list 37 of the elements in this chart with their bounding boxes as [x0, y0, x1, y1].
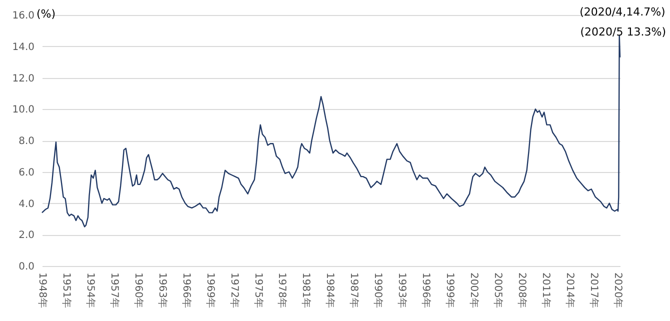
x-tick-label: 1975年 — [252, 272, 264, 308]
x-tick-label: 1972年 — [228, 272, 240, 308]
x-tick-label: 2014年 — [564, 272, 576, 308]
x-tick-label: 1966年 — [180, 272, 192, 308]
x-tick-label: 1957年 — [108, 272, 120, 308]
y-tick-label: 16.0 — [12, 10, 34, 22]
x-tick-label: 1960年 — [132, 272, 144, 308]
x-tick-label: 2008年 — [516, 272, 528, 308]
x-tick-label: 1999年 — [444, 272, 456, 308]
x-tick-label: 2011年 — [540, 272, 552, 308]
y-tick-label: 0.0 — [18, 262, 34, 272]
x-tick-label: 2005年 — [492, 272, 504, 308]
annotation: (2020/5 13.3%) — [580, 25, 666, 38]
y-tick-label: 6.0 — [18, 167, 34, 178]
y-tick-label: 10.0 — [12, 104, 34, 116]
x-tick-label: 1978年 — [276, 272, 288, 308]
x-tick-label: 1969年 — [204, 272, 216, 308]
x-tick-label: 1984年 — [324, 272, 336, 308]
x-tick-label: 1996年 — [420, 272, 432, 308]
y-tick-label: 14.0 — [12, 42, 34, 53]
x-tick-label: 1954年 — [84, 272, 96, 308]
y-tick-label: 2.0 — [18, 230, 34, 242]
x-tick-label: 2002年 — [468, 272, 480, 308]
annotation: (2020/4,14.7%) — [580, 5, 666, 18]
x-tick-label: 1963年 — [156, 272, 168, 308]
y-tick-label: 4.0 — [18, 198, 34, 210]
x-tick-label: 1990年 — [372, 272, 384, 308]
x-tick-label: 1981年 — [300, 272, 312, 308]
x-tick-label: 1951年 — [60, 272, 72, 308]
y-tick-label: 12.0 — [12, 73, 34, 84]
x-tick-label: 2020年 — [612, 272, 624, 308]
x-tick-label: 1948年 — [36, 272, 48, 308]
x-tick-label: 1987年 — [348, 272, 360, 308]
x-tick-label: 1993年 — [396, 272, 408, 308]
y-axis-title: (%) — [36, 8, 56, 20]
x-tick-label: 2017年 — [588, 272, 600, 308]
y-tick-label: 8.0 — [18, 136, 34, 147]
